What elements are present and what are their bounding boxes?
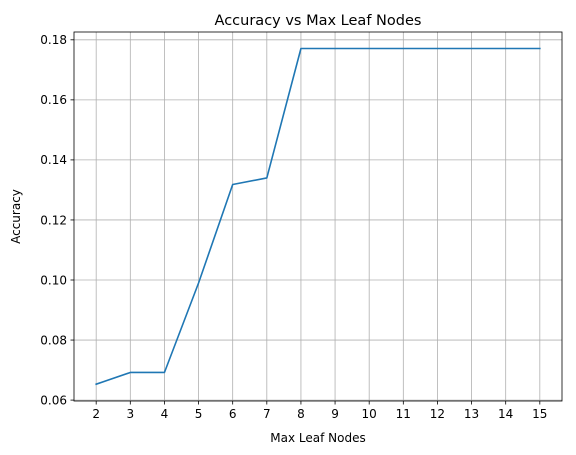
y-tick-label: 0.08 [40,333,67,347]
x-tick-label: 7 [263,407,271,421]
grid [74,32,562,401]
plot-frame [74,32,562,401]
y-axis-label: Accuracy [9,189,23,244]
x-tick-label: 12 [430,407,445,421]
y-tick-label: 0.14 [40,153,67,167]
y-axis: 0.06 0.08 0.10 0.12 0.14 0.16 0.18 [40,33,74,407]
x-tick-label: 3 [126,407,134,421]
y-tick-label: 0.16 [40,93,67,107]
x-tick-label: 15 [532,407,547,421]
x-tick-label: 11 [396,407,411,421]
series-layer [96,49,540,385]
x-tick-label: 10 [362,407,377,421]
y-tick-label: 0.18 [40,33,67,47]
x-axis: 2 3 4 5 6 7 8 9 10 11 12 13 14 15 [92,401,547,421]
x-tick-label: 6 [229,407,237,421]
chart-title: Accuracy vs Max Leaf Nodes [215,13,422,29]
x-tick-label: 2 [92,407,100,421]
y-tick-label: 0.06 [40,393,67,407]
y-tick-label: 0.10 [40,273,67,287]
x-tick-label: 5 [195,407,203,421]
y-tick-label: 0.12 [40,213,67,227]
x-tick-label: 13 [464,407,479,421]
series-line [96,49,540,385]
x-tick-label: 4 [161,407,169,421]
x-axis-label: Max Leaf Nodes [270,431,365,445]
x-tick-label: 9 [331,407,339,421]
x-tick-label: 8 [297,407,305,421]
x-tick-label: 14 [498,407,513,421]
